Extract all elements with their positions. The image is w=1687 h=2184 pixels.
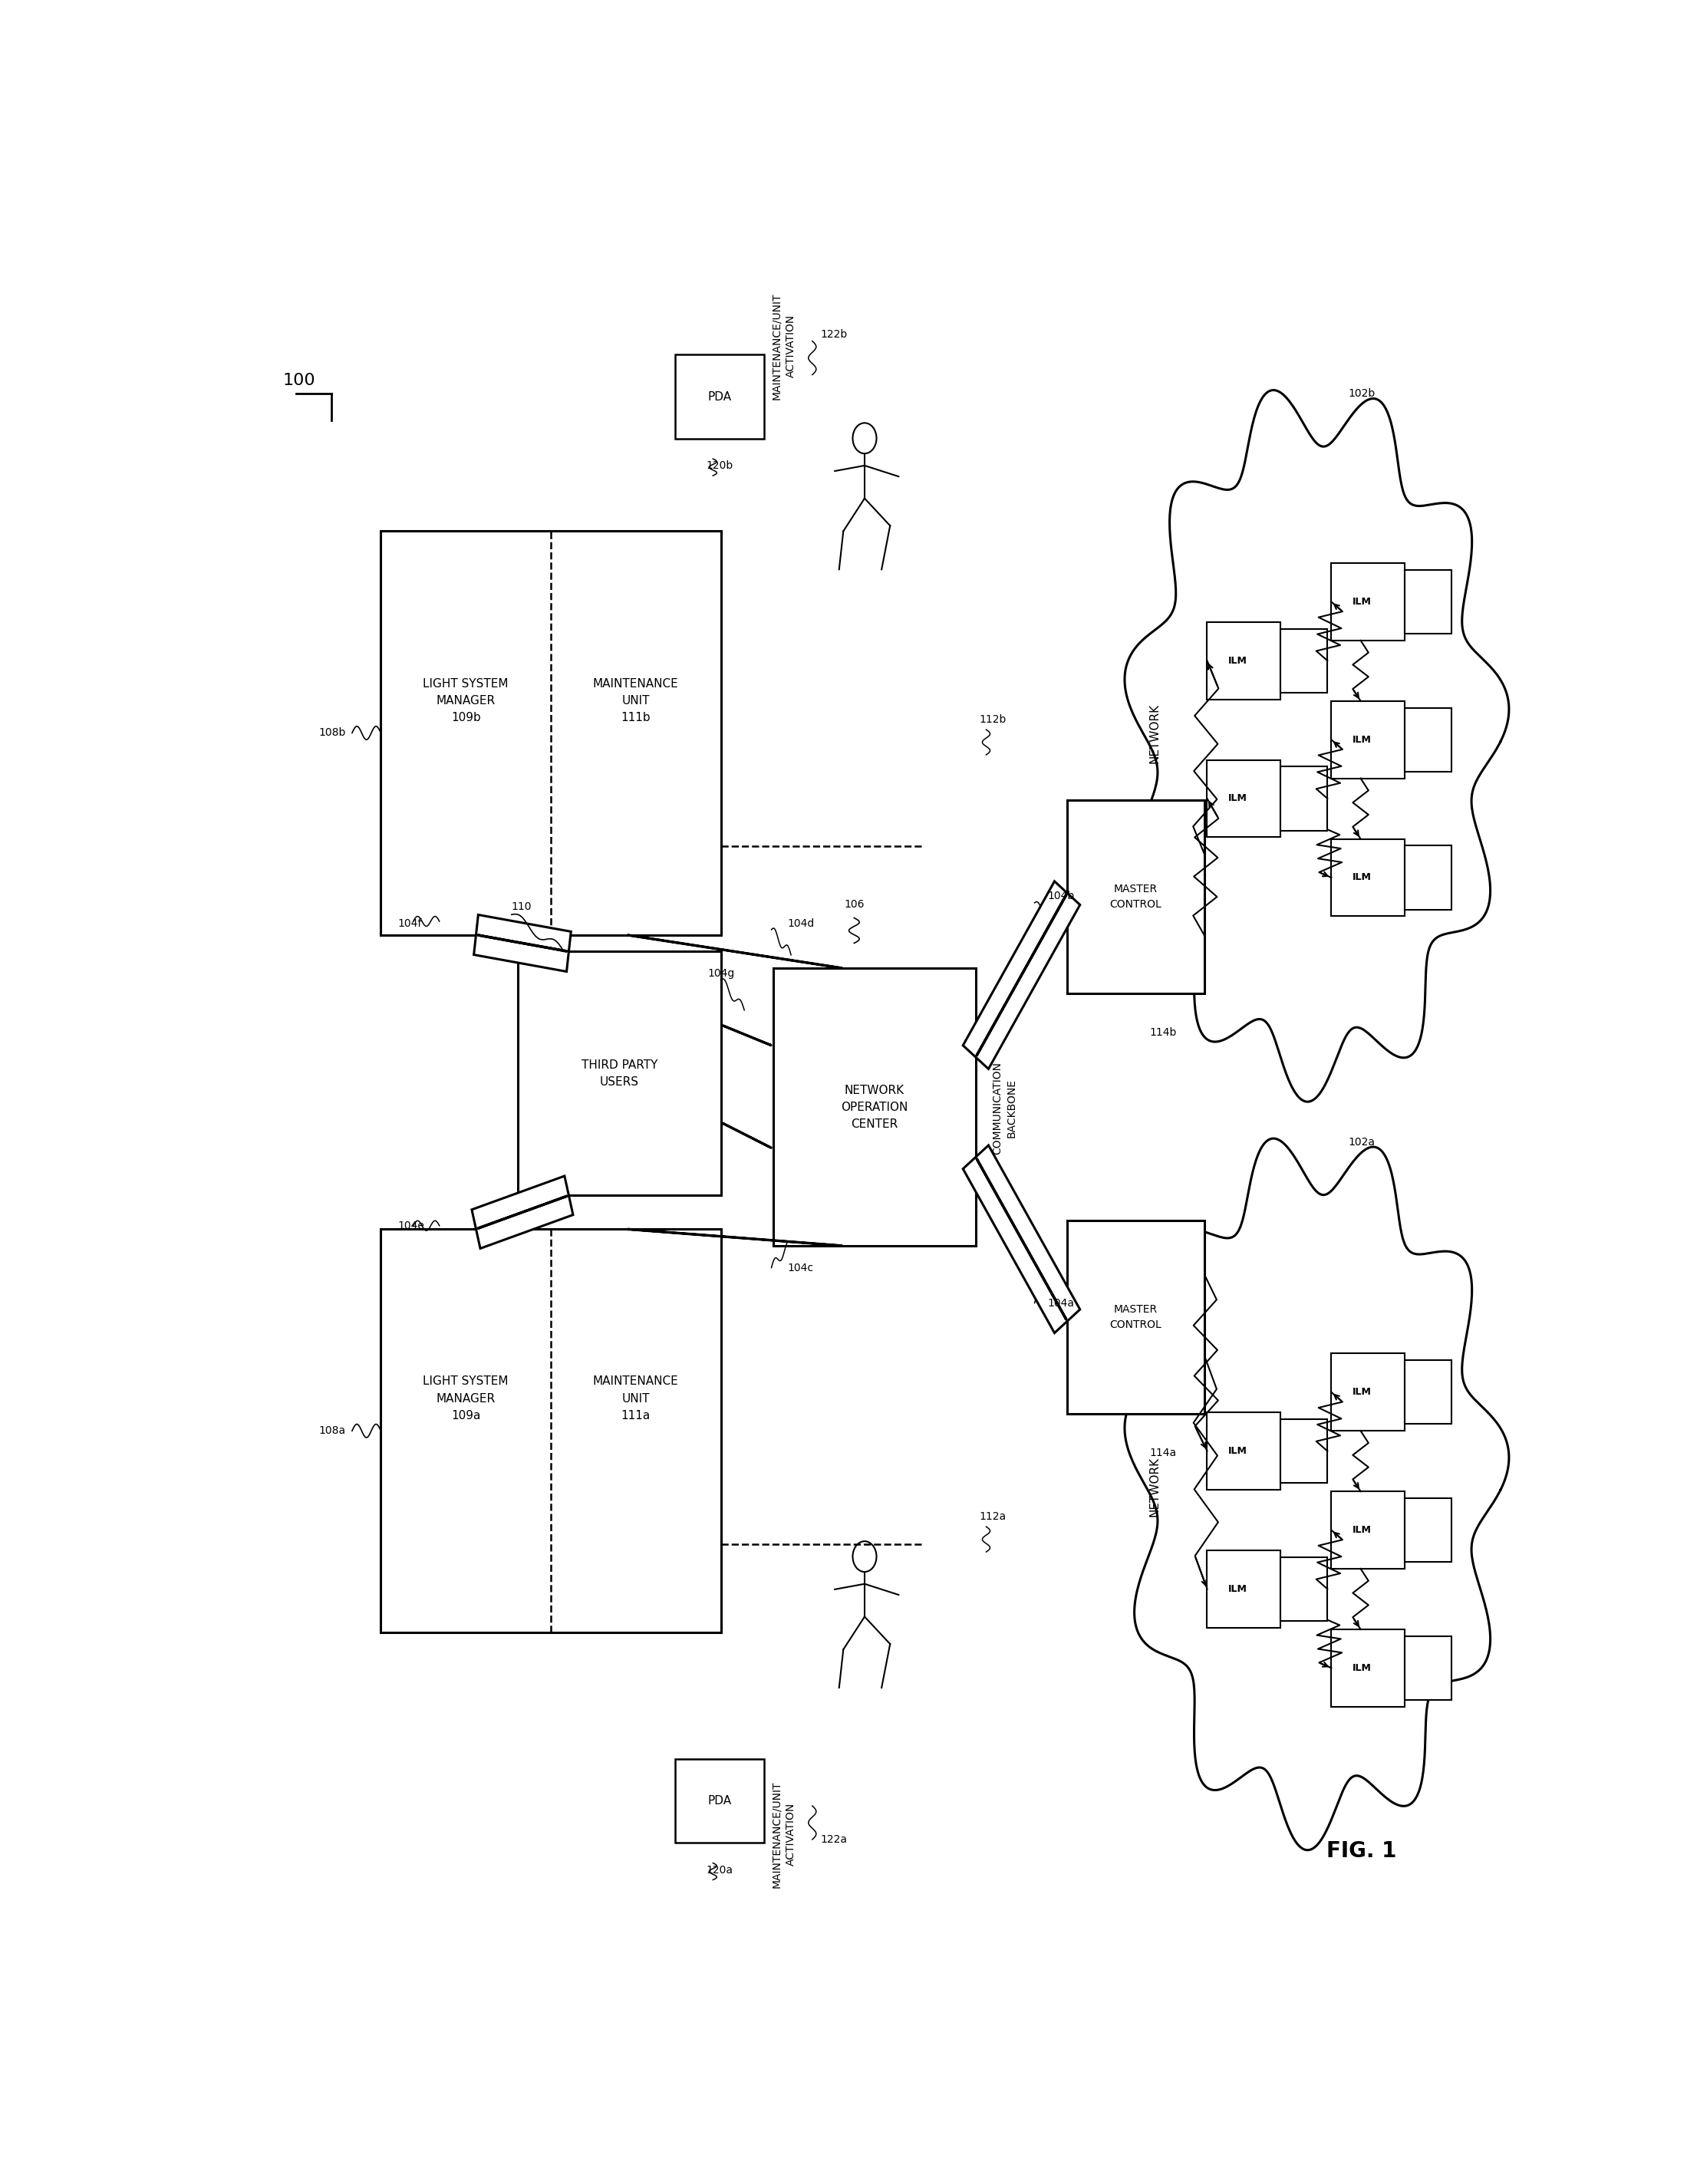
Polygon shape xyxy=(1405,570,1451,633)
Text: 104e: 104e xyxy=(398,1221,425,1232)
Polygon shape xyxy=(1208,760,1280,836)
Text: 122a: 122a xyxy=(820,1835,847,1845)
Text: 104g: 104g xyxy=(709,968,736,978)
Polygon shape xyxy=(1331,701,1405,778)
Text: COMMUNICATION
BACKBONE: COMMUNICATION BACKBONE xyxy=(992,1061,1017,1155)
Text: 104c: 104c xyxy=(788,1262,813,1273)
Polygon shape xyxy=(1405,708,1451,771)
Text: PDA: PDA xyxy=(707,391,732,402)
Text: 120a: 120a xyxy=(707,1865,732,1876)
Polygon shape xyxy=(1331,563,1405,640)
Text: LIGHT SYSTEM
MANAGER
109b: LIGHT SYSTEM MANAGER 109b xyxy=(423,677,508,723)
Text: ILM: ILM xyxy=(1353,596,1372,607)
Polygon shape xyxy=(1405,1361,1451,1424)
Polygon shape xyxy=(675,1758,764,1843)
Polygon shape xyxy=(1331,839,1405,917)
Text: ILM: ILM xyxy=(1353,1662,1372,1673)
Text: 114b: 114b xyxy=(1151,1026,1178,1037)
Polygon shape xyxy=(1280,1420,1328,1483)
Text: NETWORK: NETWORK xyxy=(1149,1457,1161,1516)
Polygon shape xyxy=(1280,1557,1328,1621)
Polygon shape xyxy=(518,952,720,1195)
Text: 120b: 120b xyxy=(705,461,732,472)
Text: 104a: 104a xyxy=(1048,1297,1075,1308)
Polygon shape xyxy=(1208,622,1280,699)
Text: 110: 110 xyxy=(511,902,531,913)
Text: MASTER
CONTROL: MASTER CONTROL xyxy=(1110,1304,1162,1330)
Polygon shape xyxy=(1405,1498,1451,1562)
Text: 114a: 114a xyxy=(1151,1448,1178,1459)
Polygon shape xyxy=(1331,1629,1405,1706)
Text: ILM: ILM xyxy=(1353,874,1372,882)
Polygon shape xyxy=(1405,1636,1451,1699)
Text: 112a: 112a xyxy=(978,1511,1005,1522)
Text: ILM: ILM xyxy=(1228,655,1247,666)
Polygon shape xyxy=(1280,767,1328,830)
Text: 108a: 108a xyxy=(319,1426,346,1437)
Polygon shape xyxy=(474,915,570,972)
Text: 100: 100 xyxy=(283,373,315,389)
Text: MASTER
CONTROL: MASTER CONTROL xyxy=(1110,885,1162,911)
Text: THIRD PARTY
USERS: THIRD PARTY USERS xyxy=(582,1059,658,1088)
Text: 104b: 104b xyxy=(1048,891,1075,902)
Text: MAINTENANCE
UNIT
111b: MAINTENANCE UNIT 111b xyxy=(592,677,678,723)
Text: MAINTENANCE/UNIT
ACTIVATION: MAINTENANCE/UNIT ACTIVATION xyxy=(771,293,796,400)
Text: 122b: 122b xyxy=(820,330,847,341)
Polygon shape xyxy=(381,1230,720,1634)
Polygon shape xyxy=(1405,845,1451,909)
Text: 102b: 102b xyxy=(1348,389,1375,400)
Polygon shape xyxy=(1208,1551,1280,1627)
Text: ILM: ILM xyxy=(1353,1387,1372,1398)
Polygon shape xyxy=(1068,1221,1205,1413)
Text: 108b: 108b xyxy=(319,727,346,738)
Text: 104d: 104d xyxy=(788,917,815,928)
Polygon shape xyxy=(1208,1413,1280,1489)
Text: MAINTENANCE
UNIT
111a: MAINTENANCE UNIT 111a xyxy=(592,1376,678,1422)
Polygon shape xyxy=(963,882,1080,1068)
Text: ILM: ILM xyxy=(1228,1446,1247,1457)
Text: FIG. 1: FIG. 1 xyxy=(1326,1841,1397,1863)
Text: 104f: 104f xyxy=(398,917,422,928)
Text: ILM: ILM xyxy=(1228,1583,1247,1594)
Text: ILM: ILM xyxy=(1228,793,1247,804)
Polygon shape xyxy=(1331,1492,1405,1568)
Polygon shape xyxy=(963,1144,1080,1332)
Text: ILM: ILM xyxy=(1353,1524,1372,1535)
Polygon shape xyxy=(472,1175,574,1249)
Text: 106: 106 xyxy=(844,900,864,909)
Text: NETWORK: NETWORK xyxy=(1149,703,1161,762)
Text: MAINTENANCE/UNIT
ACTIVATION: MAINTENANCE/UNIT ACTIVATION xyxy=(771,1780,796,1887)
Polygon shape xyxy=(1331,1354,1405,1431)
Polygon shape xyxy=(381,531,720,935)
Text: LIGHT SYSTEM
MANAGER
109a: LIGHT SYSTEM MANAGER 109a xyxy=(423,1376,508,1422)
Text: NETWORK
OPERATION
CENTER: NETWORK OPERATION CENTER xyxy=(840,1083,908,1129)
Text: ILM: ILM xyxy=(1353,734,1372,745)
Polygon shape xyxy=(675,354,764,439)
Text: PDA: PDA xyxy=(707,1795,732,1806)
Polygon shape xyxy=(773,968,975,1245)
Polygon shape xyxy=(1280,629,1328,692)
Text: 112b: 112b xyxy=(978,714,1005,725)
Polygon shape xyxy=(1068,799,1205,994)
Text: 102a: 102a xyxy=(1348,1136,1375,1147)
